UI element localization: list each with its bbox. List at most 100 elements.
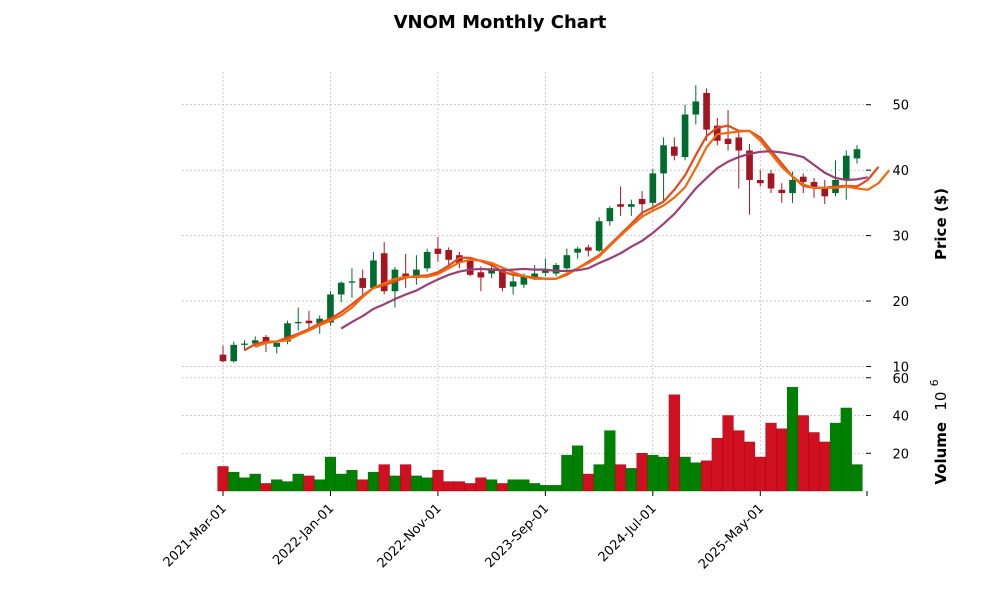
candle-body (230, 344, 238, 362)
volume-bar (464, 483, 476, 492)
candle-body (703, 92, 710, 130)
candle-body (520, 276, 528, 285)
candle-body (262, 337, 270, 344)
candle-body (724, 138, 732, 144)
volume-axis-label-group: Volume 10 6 (928, 379, 950, 484)
volume-bar (711, 437, 723, 492)
volume-bar (271, 479, 283, 492)
volume-bar (475, 477, 487, 492)
candle-body (778, 189, 786, 194)
moving-average-line (340, 150, 868, 330)
date-tick-label: 2022-Nov-01 (375, 501, 445, 571)
candle-body (574, 248, 581, 253)
volume-bar (765, 422, 777, 492)
candle-body (370, 260, 377, 288)
volume-bar (840, 407, 852, 492)
candle-body (563, 255, 571, 269)
candle-body (316, 318, 324, 324)
candle-body (617, 204, 624, 207)
volume-bar (754, 456, 766, 492)
date-tick-label: 2024-Jul-01 (596, 501, 660, 565)
volume-bar (625, 468, 637, 492)
candle-body (756, 179, 764, 184)
volume-bar (658, 456, 670, 492)
volume-bar (314, 479, 326, 492)
volume-bar (572, 445, 584, 492)
candle-body (542, 269, 549, 273)
volume-bar (539, 485, 551, 492)
candle-body (477, 272, 485, 278)
volume-multiplier-exponent: 6 (928, 379, 941, 386)
volume-bar (700, 460, 713, 492)
volume-bar (389, 475, 401, 492)
volume-bar (453, 481, 465, 492)
candle-body (337, 282, 345, 295)
candle-body (585, 247, 592, 251)
volume-multiplier-base: 10 (932, 392, 950, 411)
volume-bar (303, 475, 315, 492)
volume-axis-label: Volume (932, 422, 950, 485)
volume-bar (722, 415, 734, 492)
candle-body (531, 273, 538, 278)
grid (182, 72, 866, 491)
candle-body (509, 281, 517, 287)
volume-bar (808, 432, 820, 492)
volume-bar (819, 441, 831, 492)
volume-bar (786, 387, 799, 492)
candle-body (746, 150, 753, 180)
volume-bar (529, 483, 541, 492)
candle-body (284, 323, 291, 342)
price-tick-label: 40 (892, 164, 909, 179)
volume-tick-label: 60 (892, 372, 909, 387)
volume-bar (346, 470, 358, 492)
candle-body (842, 155, 850, 180)
candle-body (434, 248, 442, 254)
price-axis-label: Price ($) (932, 188, 950, 260)
date-tick-label: 2023-Sep-01 (483, 501, 553, 571)
volume-bar (217, 466, 229, 492)
date-tick-label: 2021-Mar-01 (161, 501, 230, 570)
volume-bar (593, 464, 605, 492)
volume-bar (367, 471, 380, 492)
volume-bar (668, 394, 680, 492)
candle-body (241, 343, 248, 345)
volume-bar (851, 464, 863, 492)
volume-bar (743, 441, 756, 492)
svg-text:Volume 10 6: Volume 10 6 (928, 379, 950, 484)
candle-body (413, 269, 420, 279)
volume-bar (400, 464, 412, 492)
candle-body (423, 251, 431, 269)
volume-bar (432, 470, 444, 492)
candle-body (488, 268, 495, 274)
date-tick-label: 2025-May-01 (696, 501, 767, 572)
candle-body (681, 114, 689, 158)
volume-bar (443, 481, 455, 492)
candle-body (649, 173, 657, 203)
candle-body (445, 249, 452, 260)
candle-body (810, 181, 818, 189)
candle-body (799, 176, 807, 182)
volume-bar (281, 481, 294, 492)
volume-bar (335, 473, 347, 492)
candle-body (327, 294, 334, 323)
candle-body (552, 265, 560, 274)
candle-body (692, 101, 700, 115)
moving-average-line (254, 129, 891, 348)
volume-bar (733, 430, 745, 492)
volume-bar (561, 454, 573, 492)
volume-bar (496, 483, 508, 492)
candle-body (251, 340, 259, 344)
volume-bar (357, 479, 369, 492)
moving-averages (243, 124, 891, 352)
volume-bar (410, 475, 422, 492)
volume-bar (550, 485, 562, 492)
volume-bar (249, 473, 261, 492)
candle-body (606, 208, 614, 222)
volume-bar (421, 477, 433, 492)
candle-body (466, 259, 474, 275)
volume-bar (507, 479, 519, 492)
candle-body (789, 179, 796, 194)
volume-bar (829, 422, 842, 492)
candle-body (359, 278, 367, 288)
